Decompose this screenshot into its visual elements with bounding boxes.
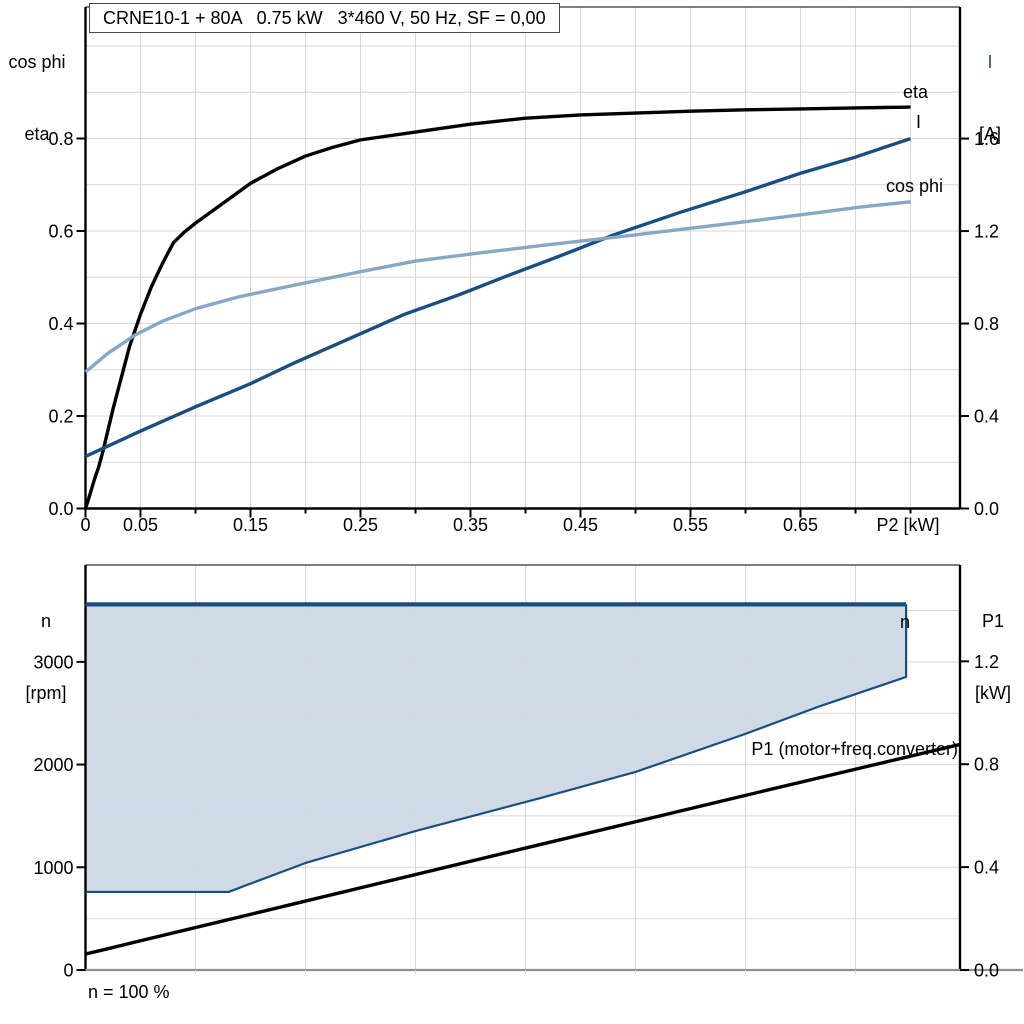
tick-label: 0.15	[233, 515, 268, 535]
axis-label-current-unit: [A]	[978, 124, 1001, 144]
x-axis-unit-label: P2 [kW]	[876, 515, 939, 535]
tick-label: 0.55	[673, 515, 708, 535]
tick-label: 2000	[33, 755, 73, 775]
tick-label: 0.6	[48, 221, 73, 241]
tick-label: 0.8	[48, 129, 73, 149]
tick-label: 0.45	[563, 515, 598, 535]
tick-label: 0.2	[48, 406, 73, 426]
tick-label: 1.2	[974, 222, 999, 242]
series-label-I: I	[916, 112, 921, 132]
chart-title-box: CRNE10-1 + 80A 0.75 kW 3*460 V, 50 Hz, S…	[89, 3, 560, 33]
tick-label: 0.8	[974, 755, 999, 775]
series-eta	[83, 105, 911, 510]
tick-label: 0.0	[974, 961, 999, 981]
gridlines	[85, 565, 960, 970]
axis-label-speed-unit: [rpm]	[25, 683, 67, 703]
tick-label: 0.05	[123, 515, 158, 535]
axis-label-speed: n	[40, 611, 51, 631]
tick-label: 0	[80, 515, 90, 535]
axis-label-current: I	[987, 52, 993, 72]
series-n-lower	[85, 604, 908, 894]
gridlines	[85, 7, 960, 509]
speed-power-curves: 0 1000 2000 3000 0.0 0.4 0.8 1.2 n P1 (motor+freq…	[33, 564, 1023, 981]
top-right-axis-label: I [A]	[960, 2, 1020, 194]
bottom-right-axis-label: P1 [kW]	[961, 561, 1024, 753]
series-n-range	[85, 604, 907, 892]
tick-label: 1000	[33, 858, 73, 878]
tick-label: 0.4	[48, 314, 73, 334]
axis-label-eta: eta	[24, 124, 50, 144]
tick-label: 0.4	[974, 858, 999, 878]
top-left-axis-label: cos phi eta	[2, 2, 72, 194]
tick-label: 0.65	[783, 515, 818, 535]
tick-label: 3000	[33, 652, 73, 672]
tick-label: 0.25	[343, 515, 378, 535]
series-cos-phi	[84, 200, 911, 374]
series-label-n-max: n	[900, 612, 910, 632]
tick-label: 0.0	[974, 499, 999, 519]
series-label-cos-phi: cos phi	[886, 176, 943, 196]
tick-label: 0.8	[974, 314, 999, 334]
motor-curves: 0 0.05 0.15 0.25 0.35 0.45 0.55 0.65 P2 [kW] 0.0 0…	[48, 6, 999, 535]
tick-label: 1.6	[974, 129, 999, 149]
speed-footnote: n = 100 %	[88, 982, 170, 1002]
tick-label: 0	[63, 961, 73, 981]
axes-frame	[76, 6, 969, 518]
tick-label: 0.0	[48, 499, 73, 519]
bottom-left-axis-label: n [rpm]	[8, 561, 84, 753]
series-label-P1: P1 (motor+freq.converter)	[751, 739, 958, 759]
tick-label: 1.2	[974, 652, 999, 672]
series-P1	[85, 742, 961, 956]
series-label-eta: eta	[903, 82, 929, 102]
axes-frame	[76, 564, 1023, 974]
tick-label: 0.35	[453, 515, 488, 535]
axis-label-power-unit: [kW]	[975, 683, 1011, 703]
axis-label-cos-phi: cos phi	[8, 52, 66, 72]
series-I	[84, 136, 912, 459]
tick-label: 0.4	[974, 407, 999, 427]
chart-title: CRNE10-1 + 80A 0.75 kW 3*460 V, 50 Hz, S…	[103, 7, 546, 28]
axis-label-power: P1	[981, 611, 1005, 631]
